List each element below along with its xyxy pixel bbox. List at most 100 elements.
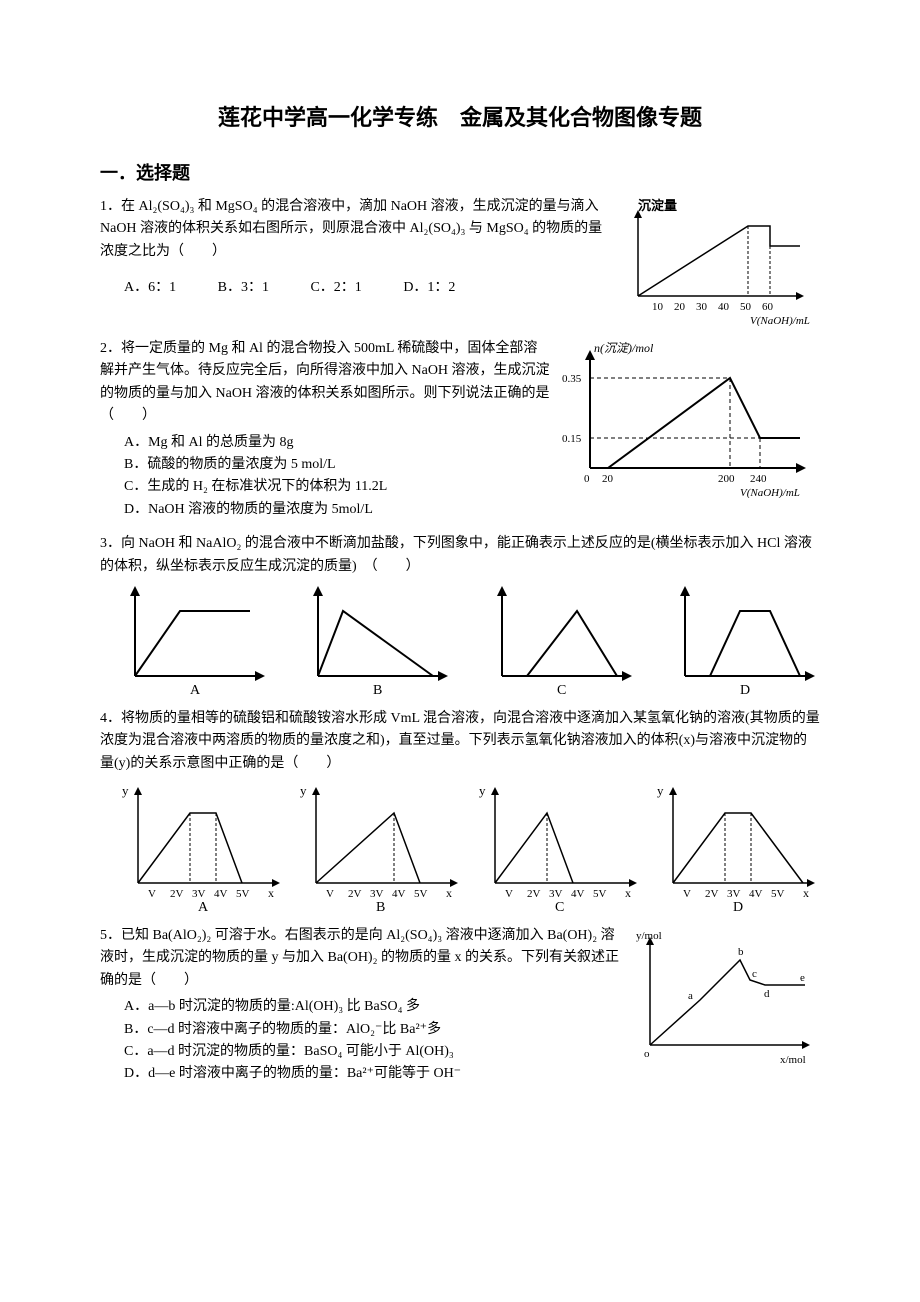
svg-text:2V: 2V xyxy=(527,888,541,900)
svg-text:V(NaOH)/mL: V(NaOH)/mL xyxy=(750,315,810,326)
svg-text:2V: 2V xyxy=(348,888,362,900)
svg-text:30: 30 xyxy=(696,301,708,313)
svg-text:2V: 2V xyxy=(705,888,719,900)
q5-opt-a: A．a—b 时沉淀的物质的量:Al(OH)₃ 比 BaSO₄ 多 xyxy=(124,996,620,1018)
q2-num: 2． xyxy=(100,341,121,356)
question-3: 3．向 NaOH 和 NaAlO₂ 的混合液中不断滴加盐酸，下列图象中，能正确表… xyxy=(100,533,820,696)
svg-text:x: x xyxy=(268,886,274,900)
svg-text:C: C xyxy=(555,900,564,913)
q2-opt-a: A．Mg 和 Al 的总质量为 8g xyxy=(124,432,550,454)
svg-text:y: y xyxy=(479,783,486,798)
q3-chart-a: A xyxy=(120,586,270,696)
q2-opt-d: D．NaOH 溶液的物质的量浓度为 5mol/L xyxy=(124,499,550,521)
q4-chart-b: y V 2V 3V 4V 5V x B xyxy=(298,783,463,913)
svg-text:5V: 5V xyxy=(771,888,785,900)
svg-text:y: y xyxy=(657,783,664,798)
svg-text:o: o xyxy=(644,1048,650,1060)
svg-text:V: V xyxy=(326,888,334,900)
q1-opt-b: B．3：1 xyxy=(218,277,269,299)
svg-text:200: 200 xyxy=(718,473,735,485)
svg-text:c: c xyxy=(752,968,757,980)
svg-text:3V: 3V xyxy=(549,888,563,900)
svg-text:10: 10 xyxy=(652,301,664,313)
svg-text:0: 0 xyxy=(584,473,590,485)
q1-opt-a: A．6：1 xyxy=(124,277,176,299)
q4-chart-d: y V 2V 3V 4V 5V x D xyxy=(655,783,820,913)
svg-text:n(沉淀)/mol: n(沉淀)/mol xyxy=(594,341,654,355)
svg-text:x: x xyxy=(625,886,631,900)
svg-text:V(NaOH)/mL: V(NaOH)/mL xyxy=(740,487,800,498)
svg-text:5V: 5V xyxy=(236,888,250,900)
question-2: 2．将一定质量的 Mg 和 Al 的混合物投入 500mL 稀硫酸中，固体全部溶… xyxy=(100,338,820,521)
svg-text:3V: 3V xyxy=(192,888,206,900)
svg-text:5V: 5V xyxy=(414,888,428,900)
svg-text:4V: 4V xyxy=(392,888,406,900)
svg-text:B: B xyxy=(373,683,382,696)
q1-opt-d: D．1：2 xyxy=(403,277,455,299)
q2-text: 将一定质量的 Mg 和 Al 的混合物投入 500mL 稀硫酸中，固体全部溶解并… xyxy=(100,341,550,423)
svg-text:B: B xyxy=(376,900,385,913)
svg-text:60: 60 xyxy=(762,301,774,313)
q3-text: 向 NaOH 和 NaAlO₂ 的混合液中不断滴加盐酸，下列图象中，能正确表示上… xyxy=(100,536,812,573)
page: 莲花中学高一化学专练 金属及其化合物图像专题 一．选择题 1．在 Al₂(SO₄… xyxy=(0,0,920,1302)
q4-chart-row: y V 2V 3V 4V 5V x A xyxy=(120,783,820,913)
svg-text:2V: 2V xyxy=(170,888,184,900)
question-4: 4．将物质的量相等的硫酸铝和硫酸铵溶水形成 VmL 混合溶液，向混合溶液中逐滴加… xyxy=(100,708,820,913)
q2-opt-c: C．生成的 H₂ 在标准状况下的体积为 11.2L xyxy=(124,476,550,498)
svg-text:D: D xyxy=(733,900,743,913)
svg-text:x/mol: x/mol xyxy=(780,1054,806,1066)
page-title: 莲花中学高一化学专练 金属及其化合物图像专题 xyxy=(100,100,820,135)
svg-text:沉淀量: 沉淀量 xyxy=(638,198,677,213)
q1-opt-c: C．2：1 xyxy=(310,277,361,299)
svg-text:V: V xyxy=(683,888,691,900)
q3-chart-row: A B C xyxy=(120,586,820,696)
svg-text:5V: 5V xyxy=(593,888,607,900)
svg-text:0.35: 0.35 xyxy=(562,373,582,385)
q2-opt-b: B．硫酸的物质的量浓度为 5 mol/L xyxy=(124,454,550,476)
q1-text: 在 Al₂(SO₄)₃ 和 MgSO₄ 的混合溶液中，滴加 NaOH 溶液，生成… xyxy=(100,199,602,259)
q3-chart-c: C xyxy=(487,586,637,696)
q5-opt-b: B．c—d 时溶液中离子的物质的量：AlO₂⁻比 Ba²⁺多 xyxy=(124,1019,620,1041)
svg-text:20: 20 xyxy=(674,301,686,313)
question-1: 1．在 Al₂(SO₄)₃ 和 MgSO₄ 的混合溶液中，滴加 NaOH 溶液，… xyxy=(100,196,820,326)
svg-text:C: C xyxy=(557,683,566,696)
q5-num: 5． xyxy=(100,928,121,943)
svg-text:x: x xyxy=(446,886,452,900)
q1-chart: 沉淀量 10 20 30 40 50 60 V(NaOH)/mL xyxy=(620,196,820,326)
q4-num: 4． xyxy=(100,711,121,726)
svg-text:3V: 3V xyxy=(727,888,741,900)
svg-text:V: V xyxy=(148,888,156,900)
svg-text:a: a xyxy=(688,990,693,1002)
q4-chart-a: y V 2V 3V 4V 5V x A xyxy=(120,783,285,913)
svg-text:0.15: 0.15 xyxy=(562,433,582,445)
svg-text:50: 50 xyxy=(740,301,752,313)
section-heading: 一．选择题 xyxy=(100,159,820,188)
svg-text:20: 20 xyxy=(602,473,614,485)
svg-text:d: d xyxy=(764,988,770,1000)
svg-text:4V: 4V xyxy=(571,888,585,900)
svg-text:x: x xyxy=(803,886,809,900)
question-5: 5．已知 Ba(AlO₂)₂ 可溶于水。右图表示的是向 Al₂(SO₄)₃ 溶液… xyxy=(100,925,820,1086)
q5-opt-d: D．d—e 时溶液中离子的物质的量：Ba²⁺可能等于 OH⁻ xyxy=(124,1063,620,1085)
q5-text: 已知 Ba(AlO₂)₂ 可溶于水。右图表示的是向 Al₂(SO₄)₃ 溶液中逐… xyxy=(100,928,619,988)
svg-text:y: y xyxy=(300,783,307,798)
svg-text:D: D xyxy=(740,683,750,696)
svg-text:A: A xyxy=(190,683,201,696)
q4-chart-c: y V 2V 3V 4V 5V x C xyxy=(477,783,642,913)
svg-text:4V: 4V xyxy=(214,888,228,900)
svg-text:e: e xyxy=(800,972,805,984)
q2-chart: n(沉淀)/mol 0.35 0.15 0 20 200 240 xyxy=(560,338,820,521)
q3-chart-b: B xyxy=(303,586,453,696)
q5-chart: y/mol a b c d e x/mol o xyxy=(630,925,820,1086)
svg-text:3V: 3V xyxy=(370,888,384,900)
svg-text:240: 240 xyxy=(750,473,767,485)
svg-text:V: V xyxy=(505,888,513,900)
q1-num: 1． xyxy=(100,199,121,214)
svg-text:y: y xyxy=(122,783,129,798)
q4-text: 将物质的量相等的硫酸铝和硫酸铵溶水形成 VmL 混合溶液，向混合溶液中逐滴加入某… xyxy=(100,711,820,771)
svg-text:40: 40 xyxy=(718,301,730,313)
q5-opt-c: C．a—d 时沉淀的物质的量：BaSO₄ 可能小于 Al(OH)₃ xyxy=(124,1041,620,1063)
svg-text:b: b xyxy=(738,946,744,958)
q3-chart-d: D xyxy=(670,586,820,696)
q3-num: 3． xyxy=(100,536,121,551)
